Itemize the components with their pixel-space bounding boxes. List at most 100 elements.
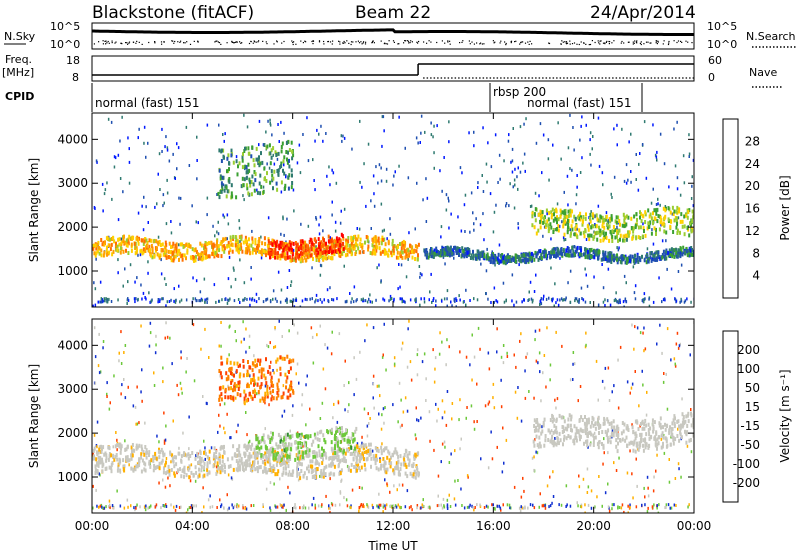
echo-cell <box>391 452 394 457</box>
echo-cell <box>289 472 292 477</box>
echo-cell <box>264 467 267 472</box>
echo-cell <box>193 258 195 263</box>
echo-cell <box>263 236 266 241</box>
ground-echo <box>276 299 278 303</box>
noise-speck <box>102 340 105 343</box>
ground-echo <box>523 298 525 302</box>
echo-cell <box>198 473 201 478</box>
ground-echo <box>344 300 347 304</box>
echo-cell <box>217 253 220 258</box>
noise-speck <box>558 224 561 228</box>
noise-speck <box>283 163 285 167</box>
echo-cell <box>672 249 675 254</box>
echo-cell <box>584 247 586 252</box>
noise-speck <box>538 328 541 332</box>
noise-speck <box>392 504 395 508</box>
ground-echo <box>473 297 475 301</box>
echo-cell <box>586 224 589 229</box>
ground-echo <box>242 298 244 302</box>
noise-speck <box>171 362 173 366</box>
noise-speck <box>487 402 490 406</box>
echo-cell <box>561 210 564 215</box>
date-title: 24/Apr/2014 <box>590 3 696 23</box>
noise-speck <box>511 299 513 303</box>
echo-cell <box>268 143 271 148</box>
echo-cell <box>326 250 329 254</box>
noise-speck <box>250 277 252 281</box>
echo-cell <box>559 250 562 255</box>
noise-speck <box>300 222 302 226</box>
echo-cell <box>394 466 397 471</box>
echo-cell <box>492 260 495 265</box>
noise-search-dot <box>519 43 521 45</box>
echo-cell <box>150 238 153 243</box>
noise-speck <box>329 510 331 513</box>
echo-cell <box>347 236 350 240</box>
echo-cell <box>307 469 310 474</box>
echo-cell <box>362 457 365 462</box>
echo-cell <box>560 211 563 216</box>
noise-search-dot <box>524 42 527 44</box>
noise-speck <box>400 398 402 402</box>
noise-speck <box>530 204 533 208</box>
echo-cell <box>307 244 310 249</box>
echo-cell <box>614 228 617 233</box>
echo-cell <box>489 260 492 264</box>
echo-cell <box>602 250 605 255</box>
echo-cell <box>361 245 364 250</box>
noise-search-dot <box>232 41 234 43</box>
noise-search-dot <box>133 41 135 43</box>
echo-cell <box>323 241 326 246</box>
echo-cell <box>275 243 278 248</box>
noise-speck <box>475 217 477 221</box>
echo-cell <box>169 255 172 260</box>
echo-cell <box>275 462 278 467</box>
echo-cell <box>203 246 205 251</box>
ground-echo <box>314 300 316 304</box>
cpid-mode-1: normal (fast) 151 <box>95 96 199 110</box>
echo-cell <box>221 187 224 191</box>
echo-cell <box>269 161 272 166</box>
echo-cell <box>462 250 465 255</box>
noise-speck <box>602 183 604 187</box>
noise-speck <box>182 431 184 435</box>
noise-speck <box>185 511 188 513</box>
echo-cell <box>308 448 311 453</box>
echo-cell <box>619 222 621 227</box>
echo-cell <box>356 237 359 242</box>
ground-echo <box>101 298 104 302</box>
ground-echo <box>622 300 625 304</box>
echo-cell <box>159 253 162 258</box>
noise-speck <box>553 304 555 307</box>
noise-speck <box>619 345 622 349</box>
noise-speck <box>167 476 169 480</box>
ground-echo <box>200 297 203 301</box>
noise-search-dot <box>691 42 693 44</box>
echo-cell <box>592 224 595 229</box>
echo-cell <box>342 456 345 461</box>
echo-cell <box>99 460 102 465</box>
echo-cell <box>105 453 108 458</box>
echo-cell <box>158 466 161 471</box>
noise-speck <box>269 341 271 345</box>
noise-speck <box>631 382 634 386</box>
noise-search-dot <box>252 42 254 44</box>
echo-cell <box>250 454 253 459</box>
noise-speck <box>338 332 341 336</box>
noise-search-dot <box>510 42 512 44</box>
echo-cell <box>280 145 283 149</box>
noise-speck <box>487 351 490 355</box>
echo-cell <box>617 257 620 262</box>
echo-cell <box>366 238 369 243</box>
ground-echo <box>455 297 457 301</box>
echo-cell <box>300 246 303 251</box>
echo-cell <box>647 257 650 262</box>
noise-search-dot <box>611 42 613 44</box>
noise-speck <box>401 483 404 487</box>
echo-cell <box>257 161 260 165</box>
echo-cell <box>655 232 657 236</box>
ground-echo <box>204 300 206 304</box>
noise-speck <box>464 230 466 233</box>
echo-cell <box>225 185 228 190</box>
